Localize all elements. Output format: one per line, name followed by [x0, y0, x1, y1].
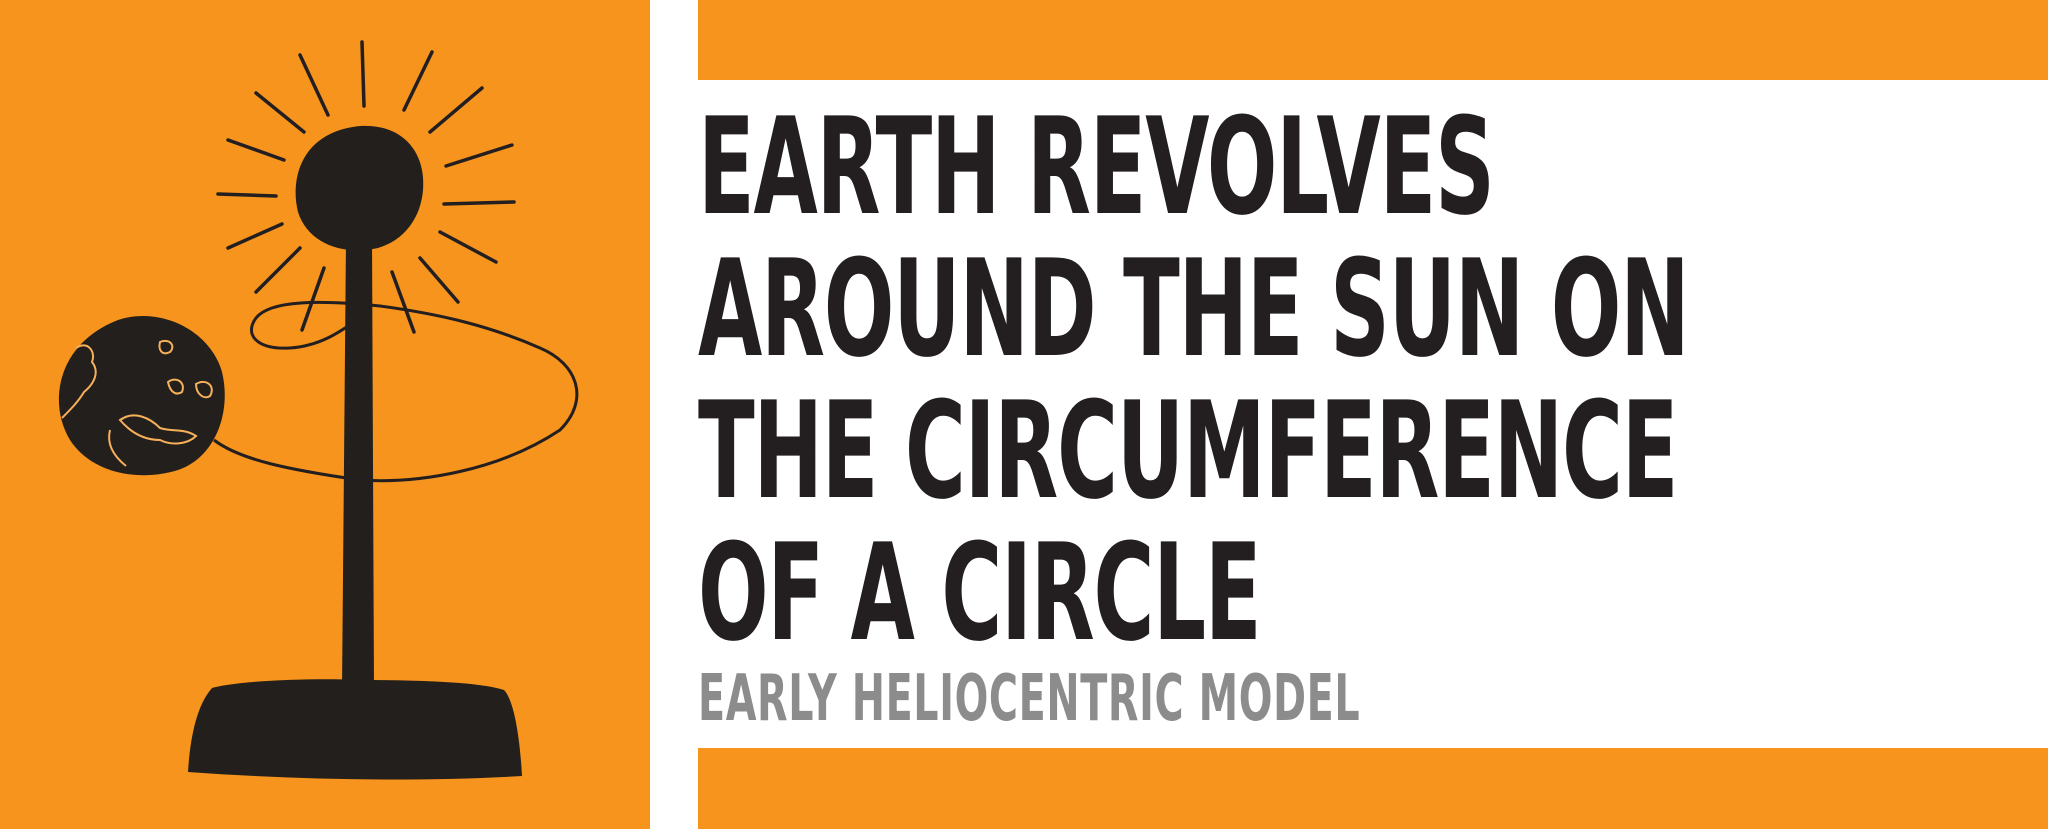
orbit-icon [213, 300, 579, 483]
sun-icon [295, 125, 424, 251]
stand-base-icon [188, 679, 522, 780]
earth-icon [58, 315, 225, 476]
earth-continents [61, 340, 213, 467]
headline-line-3: THE CIRCUMFERENCE [698, 373, 1678, 529]
illustration-panel [0, 0, 650, 829]
top-accent-band [698, 0, 2048, 80]
headline-line-4: OF A CIRCLE [698, 515, 1262, 671]
heliocentric-model-illustration [58, 40, 579, 780]
sun-rays [216, 40, 516, 334]
bottom-accent-band [698, 748, 2048, 829]
headline-line-1: EARTH REVOLVES [698, 89, 1495, 245]
stand-icon [342, 238, 374, 690]
headline-line-2: AROUND THE SUN ON [698, 231, 1690, 387]
headline: EARTH REVOLVES AROUND THE SUN ON THE CIR… [698, 89, 1690, 671]
subtitle: EARLY HELIOCENTRIC MODEL [698, 662, 1361, 736]
